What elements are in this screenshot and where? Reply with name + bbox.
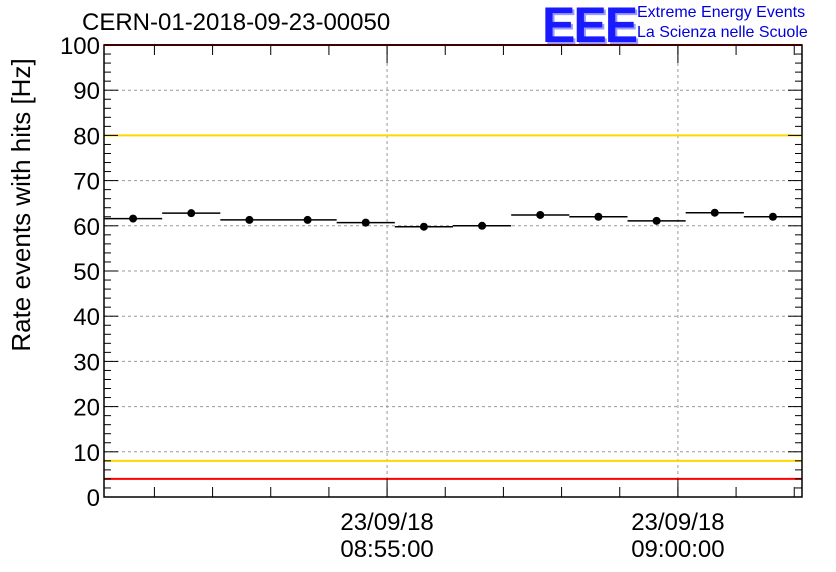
logo-line-1: Extreme Energy Events bbox=[637, 4, 806, 21]
x-tick-date-label: 23/09/18 bbox=[340, 509, 433, 536]
data-point bbox=[303, 215, 312, 224]
data-layer bbox=[104, 208, 802, 231]
y-tick-label: 20 bbox=[73, 395, 100, 422]
x-tick-time-label: 09:00:00 bbox=[631, 536, 724, 563]
eee-logo: EEE Extreme Energy Events La Scienza nel… bbox=[542, 0, 832, 53]
y-tick-label: 30 bbox=[73, 349, 100, 376]
y-tick-label: 40 bbox=[73, 304, 100, 331]
axis-layer: 010203040506070809010023/09/1808:55:0023… bbox=[60, 33, 802, 563]
y-axis-label: Rate events with hits [Hz] bbox=[6, 58, 36, 351]
data-point bbox=[652, 216, 661, 225]
y-tick-label: 0 bbox=[87, 485, 100, 512]
data-point bbox=[536, 210, 545, 219]
data-point bbox=[245, 215, 254, 224]
y-tick-label: 50 bbox=[73, 259, 100, 286]
y-tick-label: 100 bbox=[60, 33, 100, 60]
data-point bbox=[419, 222, 428, 231]
logo-line-2: La Scienza nelle Scuole bbox=[637, 24, 808, 41]
data-point bbox=[594, 212, 603, 221]
x-tick-time-label: 08:55:00 bbox=[340, 536, 433, 563]
x-tick-date-label: 23/09/18 bbox=[631, 509, 724, 536]
data-point bbox=[478, 221, 487, 230]
y-tick-label: 80 bbox=[73, 123, 100, 150]
y-tick-label: 10 bbox=[73, 440, 100, 467]
y-tick-label: 90 bbox=[73, 78, 100, 105]
data-point bbox=[710, 208, 719, 217]
data-point bbox=[768, 212, 777, 221]
data-point bbox=[129, 214, 138, 223]
y-tick-label: 70 bbox=[73, 169, 100, 196]
y-tick-label: 60 bbox=[73, 214, 100, 241]
data-point bbox=[361, 218, 370, 227]
plot-frame bbox=[103, 44, 803, 498]
reference-lines bbox=[104, 44, 802, 480]
data-point bbox=[187, 209, 196, 218]
chart-title: CERN-01-2018-09-23-00050 bbox=[82, 9, 391, 36]
grid-layer bbox=[104, 45, 802, 497]
